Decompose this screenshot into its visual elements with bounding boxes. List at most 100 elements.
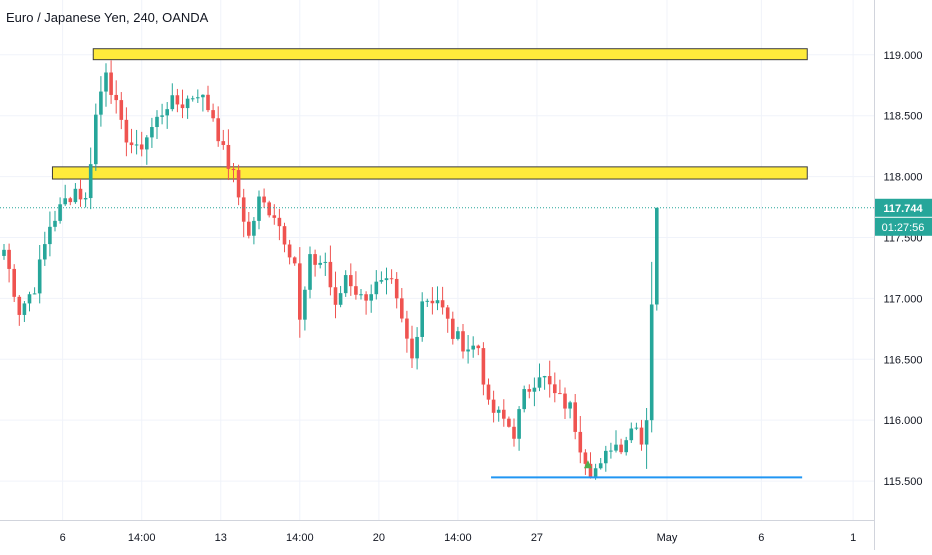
candle-body-up (604, 450, 608, 464)
candle-body-up (649, 304, 654, 421)
candle-body-up (338, 293, 343, 305)
candle-body-up (435, 300, 440, 304)
zone-layer[interactable] (51, 48, 808, 180)
candle-body-down (619, 444, 623, 453)
candle-body-down (114, 94, 118, 101)
candle-body-down (588, 463, 593, 478)
y-tick-label: 118.500 (884, 111, 923, 123)
candle-body-down (410, 338, 414, 359)
candle-body-up (369, 294, 373, 301)
candle-body-down (481, 348, 486, 385)
x-tick-label: May (657, 532, 678, 544)
candle-body-up (614, 444, 618, 451)
countdown-value: 01:27:56 (882, 222, 925, 234)
x-tick-label: 14:00 (128, 532, 156, 544)
grid-layer (0, 0, 874, 520)
candle-body-up (537, 377, 542, 388)
candle-body-down (394, 278, 399, 299)
y-tick-label: 117.000 (884, 293, 923, 305)
candle-body-down (241, 197, 246, 222)
chart-title: Euro / Japanese Yen, 240, OANDA (6, 10, 209, 25)
candle-body-down (573, 402, 577, 432)
candle-body-up (374, 281, 379, 295)
candle-body-up (598, 463, 603, 469)
candle-body-down (527, 389, 532, 392)
candle-body-down (328, 261, 333, 288)
candle-body-down (364, 294, 368, 301)
candle-body-down (639, 427, 644, 445)
candle-body-down (547, 376, 552, 385)
y-tick-label: 115.500 (884, 476, 923, 488)
candle-body-up (568, 402, 572, 409)
candle-body-down (461, 331, 465, 352)
x-tick-label: 27 (531, 532, 543, 544)
candle-body-down (333, 287, 338, 305)
candle-body-up (624, 440, 628, 453)
price-zone-rectangle[interactable] (92, 48, 808, 61)
candle-body-down (68, 198, 73, 203)
candle-body-up (196, 97, 200, 99)
candle-body-up (134, 144, 139, 146)
candle-body-down (226, 144, 231, 169)
y-tick-label: 118.000 (884, 172, 923, 184)
candle-body-up (58, 204, 62, 221)
candle-body-up (323, 261, 328, 263)
candle-body-up (420, 301, 424, 337)
candle-body-down (180, 104, 185, 109)
candle-body-up (27, 294, 32, 304)
candle-body-up (83, 198, 88, 200)
candle-body-down (298, 263, 302, 320)
candle-body-up (37, 259, 42, 294)
candle-body-down (512, 426, 516, 439)
candle-body-down (277, 217, 282, 227)
candle-body-down (236, 170, 241, 198)
candle-body-down (267, 202, 271, 216)
candle-body-down (430, 300, 435, 304)
candle-body-down (12, 268, 16, 297)
candle-body-up (609, 450, 613, 452)
candle-body-up (496, 409, 501, 413)
price-zone-rectangle[interactable] (51, 166, 808, 180)
last-price-tag (875, 198, 932, 217)
candle-body-up (655, 207, 659, 305)
candle-layer (2, 60, 659, 480)
candle-body-down (349, 275, 353, 287)
candle-body-down (17, 296, 22, 315)
candle-body-up (145, 137, 149, 150)
candle-body-down (563, 393, 567, 409)
candle-body-up (425, 300, 430, 302)
x-tick-label: 1 (850, 532, 856, 544)
candle-body-up (48, 226, 52, 245)
candle-body-up (2, 249, 6, 256)
candle-body-up (542, 376, 547, 378)
candle-body-up (94, 114, 98, 165)
candle-body-down (440, 300, 445, 308)
candle-body-down (262, 196, 266, 203)
candle-body-down (558, 393, 562, 395)
candle-body-up (88, 164, 93, 199)
candle-body-up (343, 275, 348, 294)
candle-body-down (292, 257, 297, 264)
candle-body-down (445, 307, 450, 319)
candle-body-up (308, 254, 312, 290)
y-tick-label: 116.500 (884, 354, 923, 366)
candle-body-up (99, 91, 103, 115)
candle-body-down (139, 144, 144, 150)
candle-body-up (53, 220, 57, 227)
x-tick-label: 6 (60, 532, 66, 544)
candle-body-down (247, 221, 251, 236)
candle-body-up (150, 127, 154, 138)
candle-body-down (578, 431, 583, 453)
candle-body-up (359, 294, 363, 296)
overlay-layer (0, 207, 874, 479)
candle-body-down (221, 141, 226, 145)
candle-body-down (175, 95, 180, 105)
candle-body-up (257, 196, 261, 221)
candle-body-up (384, 278, 389, 281)
candle-body-down (553, 384, 557, 394)
countdown-tag (875, 217, 932, 236)
x-tick-label: 13 (215, 532, 227, 544)
candle-body-up (517, 409, 521, 439)
